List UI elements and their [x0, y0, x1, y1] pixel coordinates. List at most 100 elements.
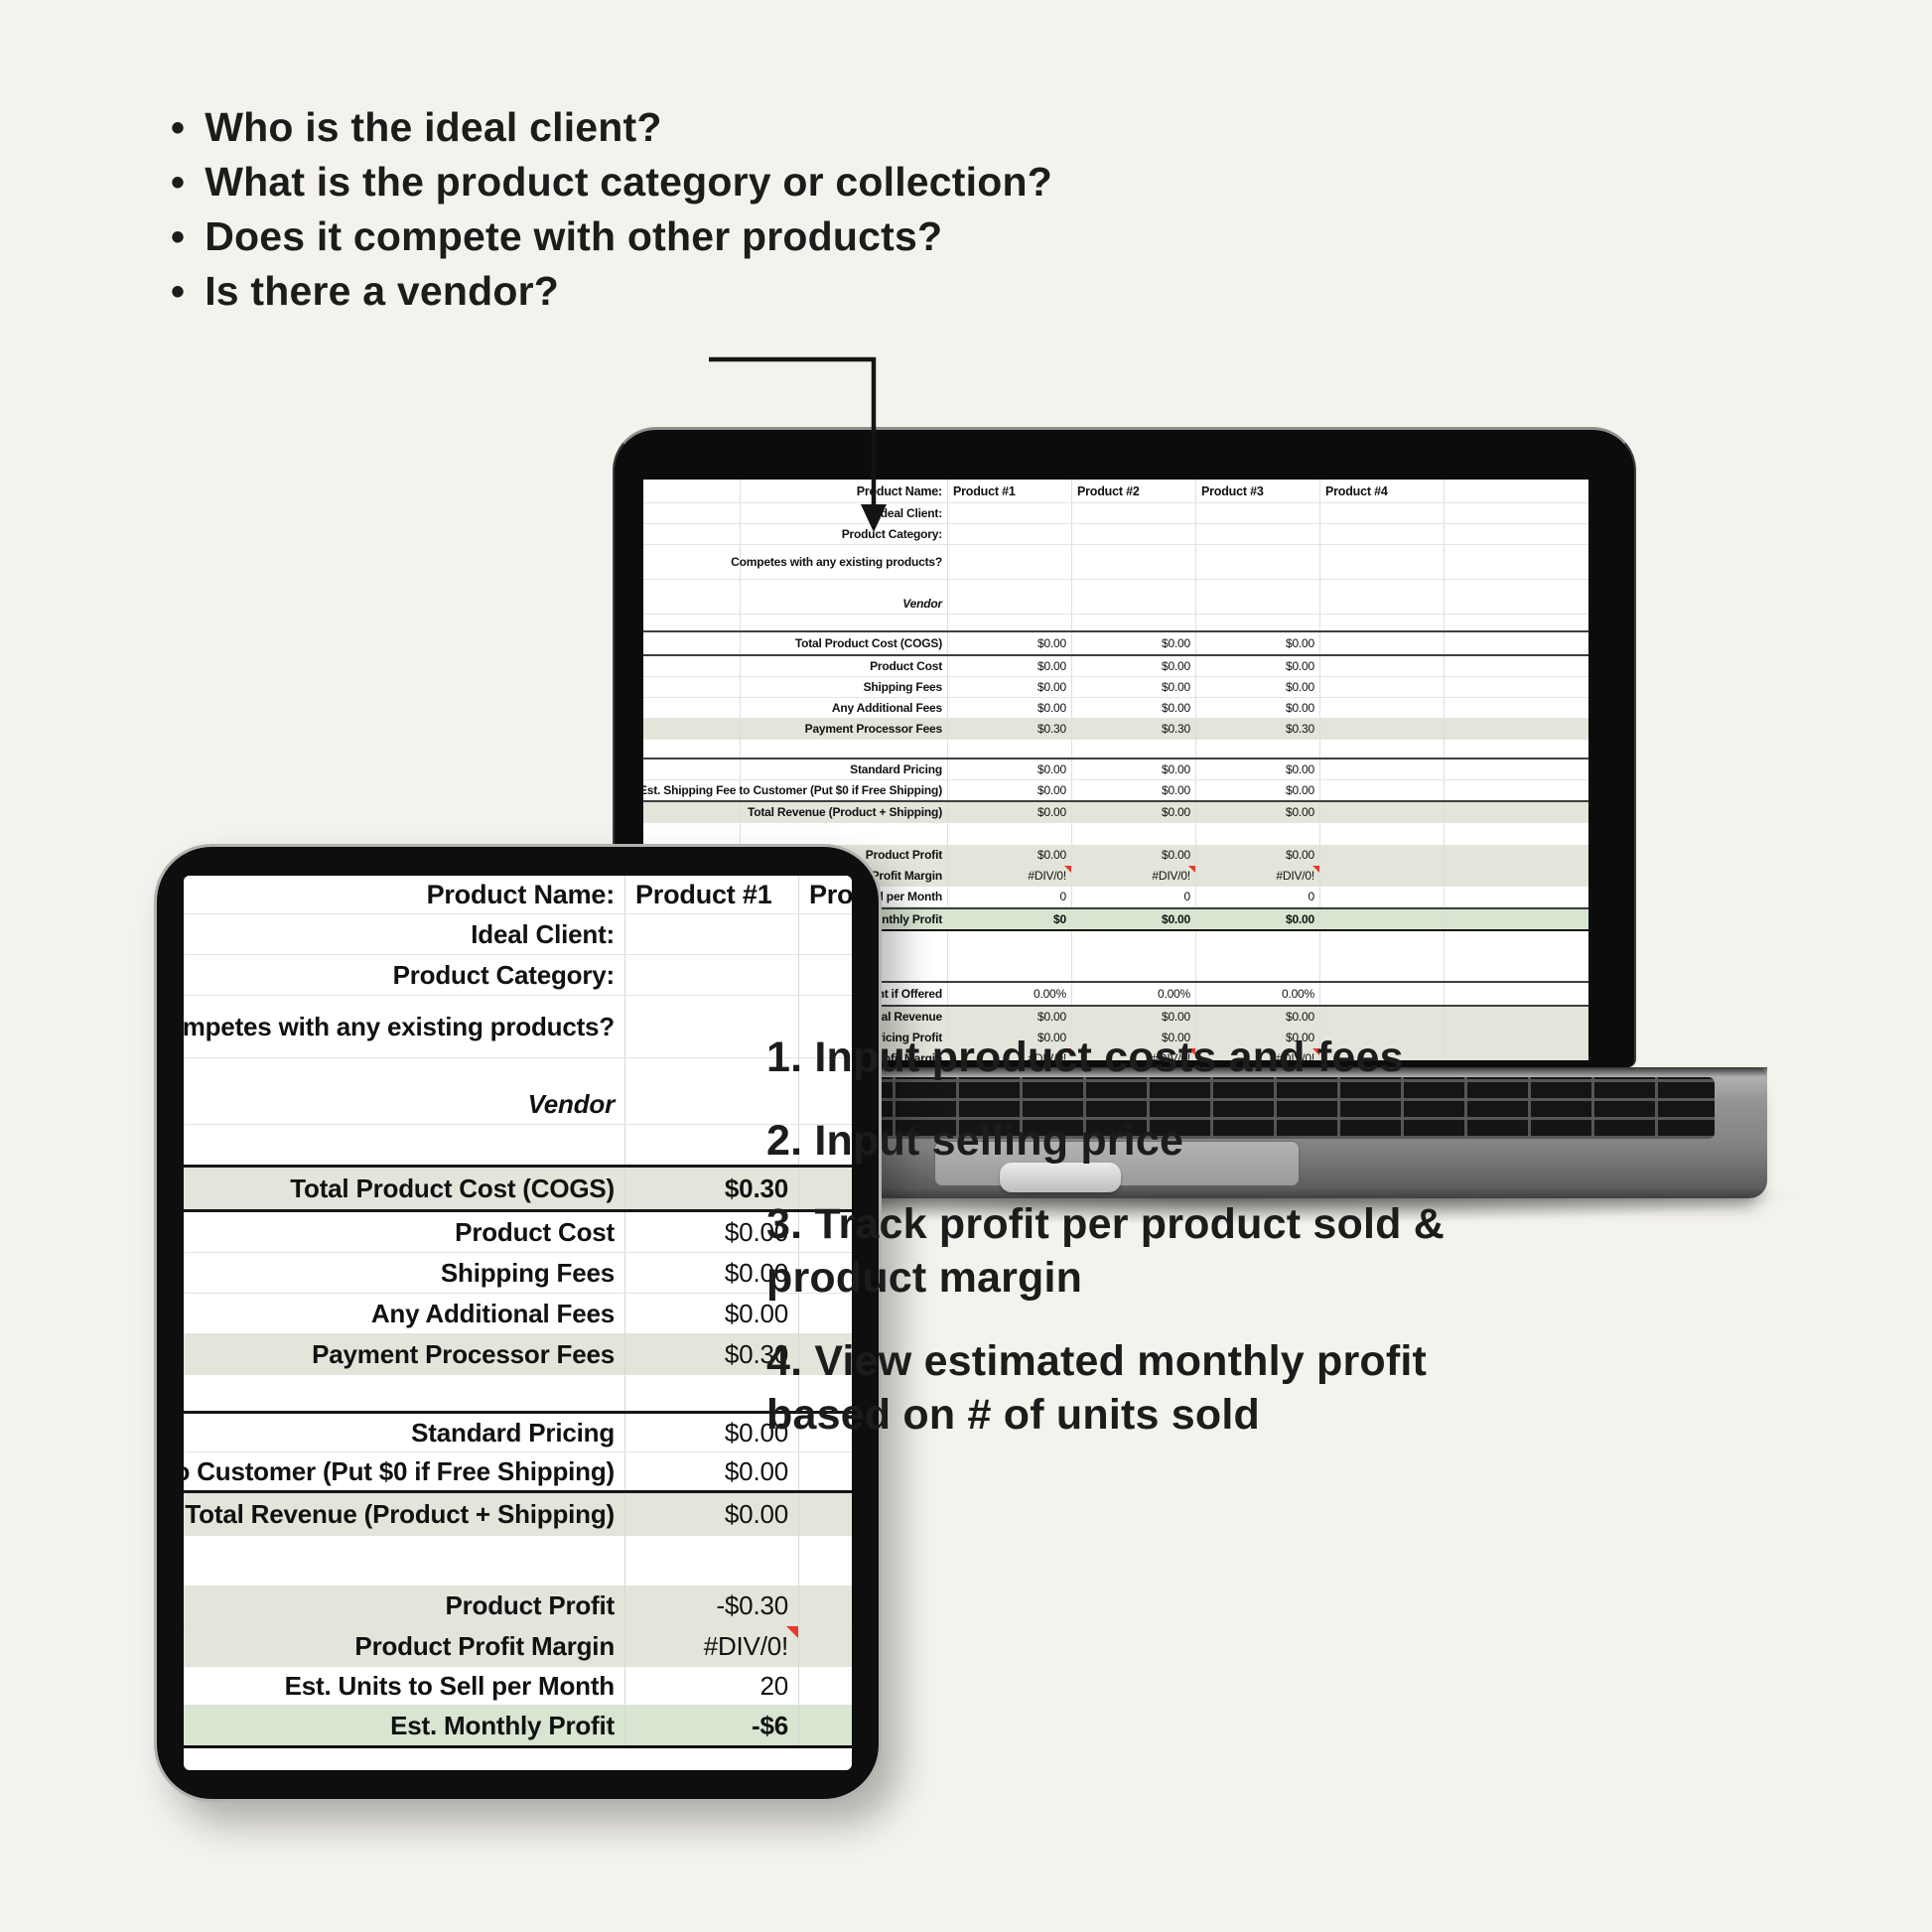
- bullet-list: • Who is the ideal client? • What is the…: [171, 100, 1052, 319]
- sheet-row: Product Category:: [643, 524, 1588, 545]
- row-label: Any Additional Fees: [741, 698, 948, 718]
- cell-value-product-2: $0.00: [1072, 632, 1196, 654]
- cell-value-product-1: [625, 1058, 799, 1084]
- cell-value-product-2: Product #2: [809, 879, 852, 909]
- cell-value-product-1: [625, 996, 799, 1057]
- sheet-row: Competes with any existing products?: [643, 545, 1588, 580]
- step-line: 2. Input selling price: [766, 1117, 1184, 1165]
- sheet-row: Total Revenue (Product + Shipping) $0.00…: [643, 802, 1588, 823]
- cell-value-product-2: #DIV/0!: [1072, 1048, 1196, 1060]
- cell-value-product-2: $0.00: [1072, 698, 1196, 718]
- empty-cell: [1445, 866, 1588, 886]
- sheet-row: Product Name: Product #1 Product #2: [184, 876, 852, 914]
- sheet-row: [643, 740, 1588, 758]
- empty-cell: [643, 698, 741, 718]
- row-label: Total Revenue (Product + Shipping): [741, 802, 948, 822]
- cell-value-product-4: [1320, 780, 1445, 800]
- empty-cell: [1445, 545, 1588, 579]
- row-label: Product Category:: [741, 524, 948, 544]
- bullet-dot-icon: •: [171, 214, 186, 259]
- empty-cell: [1445, 931, 1588, 981]
- row-label: Payment Processor Fees: [184, 1334, 625, 1374]
- empty-cell: [643, 823, 741, 845]
- row-label: Ideal Client:: [184, 914, 625, 954]
- cell-value-product-1: $0.00: [948, 677, 1072, 697]
- cell-value-product-3: $0.00: [1196, 780, 1320, 800]
- cell-value-product-3: $0.00: [1196, 656, 1320, 676]
- cell-value-product-3: 0.00%: [1196, 983, 1320, 1005]
- cell-value-product-3: #DIV/0!: [1196, 866, 1320, 886]
- bullet-text: What is the product category or collecti…: [205, 159, 1052, 205]
- cell-value-product-1: [625, 1084, 799, 1124]
- cell-value-product-2: [1072, 823, 1196, 845]
- bullet-dot-icon: •: [171, 105, 186, 150]
- laptop-screen: Product Name: Product #1 Product #2 Prod…: [643, 480, 1588, 1060]
- cell-value-product-1: Product #1: [625, 876, 799, 913]
- cell-value-product-1: 20: [625, 1667, 799, 1705]
- cell-value-product-1: $0.00: [948, 845, 1072, 865]
- empty-cell: [1445, 594, 1588, 614]
- cell-value-product-2: 0.00%: [1072, 983, 1196, 1005]
- sheet-row: Product Profit Margin #DIV/0!: [184, 1626, 852, 1667]
- cell-value-product-3: $0.00: [1196, 632, 1320, 654]
- cell-value-product-1: -$0.30: [625, 1586, 799, 1625]
- cell-value-product-1: $0.00: [948, 632, 1072, 654]
- sheet-row: [184, 1125, 852, 1165]
- empty-cell: [643, 780, 741, 800]
- sheet-row: Any Additional Fees $0.00 $0.00 $0.00: [643, 698, 1588, 719]
- empty-cell: [1445, 802, 1588, 822]
- cell-value-product-4: [1320, 545, 1445, 579]
- sheet-row: Product Cost $0.00: [184, 1212, 852, 1253]
- row-label: Ideal Client:: [741, 503, 948, 523]
- cell-value-product-1: [948, 594, 1072, 614]
- cell-value-product-4: [1320, 759, 1445, 779]
- sheet-row: Payment Processor Fees $0.30: [184, 1334, 852, 1375]
- cell-value-product-2: #DIV/0!: [1072, 866, 1196, 886]
- cell-value-product-1: [625, 1536, 799, 1586]
- cell-value-product-3: $0.00: [1196, 1028, 1320, 1047]
- tablet-mockup: Product Name: Product #1 Product #2 Idea…: [154, 844, 882, 1802]
- sheet-row: Product Profit Margin #DIV/0! #DIV/0! #D…: [643, 866, 1588, 887]
- empty-cell: [643, 802, 741, 822]
- sheet-row: [643, 823, 1588, 845]
- cell-value-product-1: $0.30: [948, 719, 1072, 739]
- sheet-row: Total Product Cost (COGS) $0.30: [184, 1165, 852, 1212]
- empty-cell: [1445, 887, 1588, 906]
- cell-value-product-2: $0.00: [1072, 802, 1196, 822]
- cell-value-product-2: [799, 1667, 852, 1705]
- cell-value-product-4: [1320, 931, 1445, 981]
- cell-value-product-2: [799, 1493, 852, 1535]
- cell-value-product-4: [1320, 677, 1445, 697]
- sheet-row: [184, 1536, 852, 1586]
- sheet-row: Ideal Client:: [184, 914, 852, 955]
- bullet-dot-icon: •: [171, 269, 186, 314]
- row-label: Product Name:: [184, 876, 625, 913]
- bullet-text: Is there a vendor?: [205, 268, 559, 314]
- sheet-row: Any Additional Fees $0.00: [184, 1294, 852, 1334]
- cell-value-product-1: -$6: [625, 1706, 799, 1745]
- cell-value-product-4: Product #4: [1320, 480, 1445, 502]
- row-label: Product Name:: [741, 480, 948, 502]
- sheet-row: Shipping Fees $0.00: [184, 1253, 852, 1294]
- cell-value-product-3: [1196, 503, 1320, 523]
- cell-value-product-2: [1072, 503, 1196, 523]
- laptop-mockup: Product Name: Product #1 Product #2 Prod…: [613, 427, 1767, 1198]
- sheet-row: Standard Pricing $0.00: [184, 1411, 852, 1452]
- row-label: [184, 1058, 625, 1084]
- cell-value-product-2: [1072, 740, 1196, 758]
- cell-value-product-4: [1320, 594, 1445, 614]
- sheet-row: [184, 1375, 852, 1411]
- cell-value-product-2: $0.30: [1072, 719, 1196, 739]
- empty-cell: [1445, 845, 1588, 865]
- cell-value-product-1: [948, 823, 1072, 845]
- cell-value-product-1: $0.00: [948, 780, 1072, 800]
- sheet-row: [184, 1058, 852, 1084]
- cell-value-product-2: [1072, 931, 1196, 981]
- cell-value-product-4: [1320, 580, 1445, 594]
- empty-cell: [643, 503, 741, 523]
- cell-value-product-4: [1320, 823, 1445, 845]
- row-label: Product Profit Margin: [184, 1626, 625, 1666]
- cell-value-product-2: $0.00: [1072, 759, 1196, 779]
- tablet-spreadsheet: Product Name: Product #1 Product #2 Idea…: [184, 876, 852, 1748]
- cell-value-product-2: [799, 1626, 852, 1666]
